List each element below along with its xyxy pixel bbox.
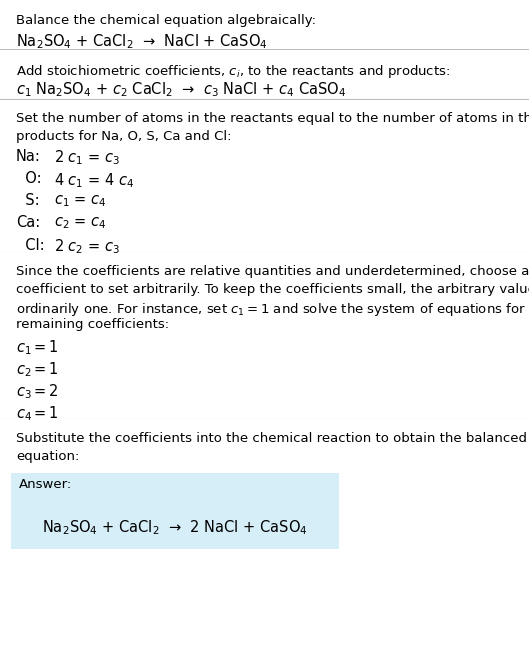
Text: ordinarily one. For instance, set $c_1 = 1$ and solve the system of equations fo: ordinarily one. For instance, set $c_1 =… <box>16 301 529 318</box>
Text: 4 $c_1$ = 4 $c_4$: 4 $c_1$ = 4 $c_4$ <box>54 171 134 190</box>
FancyBboxPatch shape <box>1 471 349 552</box>
Text: Ca:: Ca: <box>16 215 40 230</box>
Text: 2 $c_2$ = $c_3$: 2 $c_2$ = $c_3$ <box>54 237 120 256</box>
Text: Answer:: Answer: <box>19 478 72 491</box>
Text: products for Na, O, S, Ca and Cl:: products for Na, O, S, Ca and Cl: <box>16 130 231 143</box>
Text: Na:: Na: <box>16 149 41 164</box>
Text: $c_1$ = $c_4$: $c_1$ = $c_4$ <box>54 193 106 209</box>
Text: Set the number of atoms in the reactants equal to the number of atoms in the: Set the number of atoms in the reactants… <box>16 112 529 126</box>
Text: $c_2 = 1$: $c_2 = 1$ <box>16 360 59 379</box>
Text: Add stoichiometric coefficients, $c_i$, to the reactants and products:: Add stoichiometric coefficients, $c_i$, … <box>16 63 450 80</box>
Text: $c_1$ Na$_2$SO$_4$ + $c_2$ CaCl$_2$  →  $c_3$ NaCl + $c_4$ CaSO$_4$: $c_1$ Na$_2$SO$_4$ + $c_2$ CaCl$_2$ → $c… <box>16 80 346 99</box>
Text: $c_3 = 2$: $c_3 = 2$ <box>16 382 59 401</box>
Text: O:: O: <box>16 171 41 186</box>
Text: Na$_2$SO$_4$ + CaCl$_2$  →  NaCl + CaSO$_4$: Na$_2$SO$_4$ + CaCl$_2$ → NaCl + CaSO$_4… <box>16 32 268 50</box>
Text: remaining coefficients:: remaining coefficients: <box>16 318 169 331</box>
Text: Balance the chemical equation algebraically:: Balance the chemical equation algebraica… <box>16 14 316 27</box>
Text: $c_1 = 1$: $c_1 = 1$ <box>16 338 59 356</box>
Text: Cl:: Cl: <box>16 237 44 252</box>
Text: S:: S: <box>16 193 40 208</box>
Text: $c_2$ = $c_4$: $c_2$ = $c_4$ <box>54 215 106 231</box>
Text: 2 $c_1$ = $c_3$: 2 $c_1$ = $c_3$ <box>54 149 120 168</box>
Text: Na$_2$SO$_4$ + CaCl$_2$  →  2 NaCl + CaSO$_4$: Na$_2$SO$_4$ + CaCl$_2$ → 2 NaCl + CaSO$… <box>42 519 307 538</box>
Text: equation:: equation: <box>16 450 79 463</box>
Text: $c_4 = 1$: $c_4 = 1$ <box>16 404 59 423</box>
Text: coefficient to set arbitrarily. To keep the coefficients small, the arbitrary va: coefficient to set arbitrarily. To keep … <box>16 283 529 296</box>
Text: Substitute the coefficients into the chemical reaction to obtain the balanced: Substitute the coefficients into the che… <box>16 432 527 445</box>
Text: Since the coefficients are relative quantities and underdetermined, choose a: Since the coefficients are relative quan… <box>16 265 529 278</box>
